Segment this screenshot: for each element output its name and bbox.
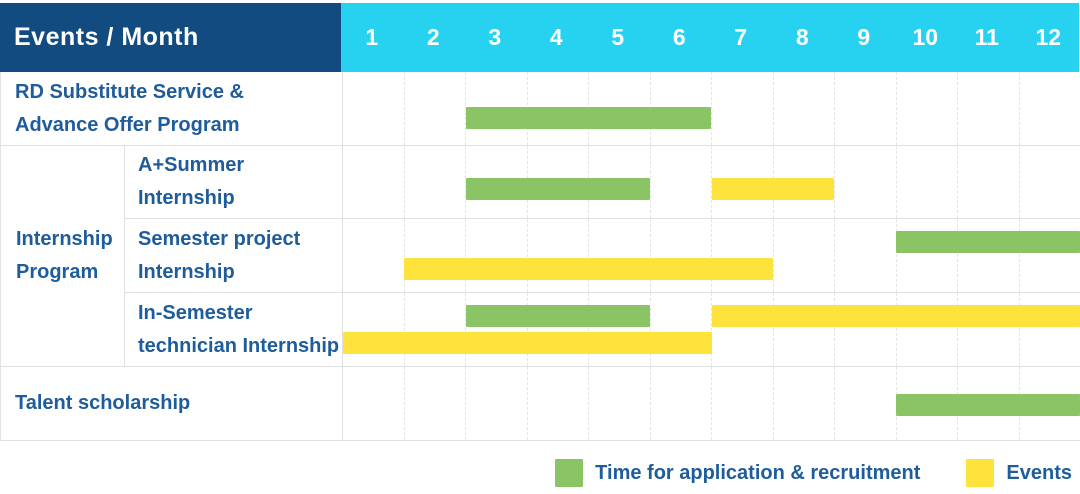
grid-cell xyxy=(772,367,835,440)
grid-cell xyxy=(403,146,466,218)
grid-cell xyxy=(649,293,712,366)
grid-cell xyxy=(772,293,835,366)
grid-cell xyxy=(343,293,404,366)
grid-cell xyxy=(711,146,773,218)
grid-cell xyxy=(711,293,773,366)
grid-cell xyxy=(957,146,1019,218)
grid-cell xyxy=(403,367,466,440)
gantt-bar-event xyxy=(711,305,1080,327)
month-header-6: 6 xyxy=(672,24,686,50)
row-label-talent-scholarship: Talent scholarship xyxy=(1,367,342,441)
grid-cell xyxy=(772,219,835,292)
grid-cell xyxy=(711,72,773,145)
events-color-swatch-icon xyxy=(966,459,995,487)
gantt-bar-application xyxy=(465,305,651,327)
grid-cell xyxy=(711,219,773,292)
row-label-semester-project: Semester project Internship xyxy=(125,219,342,293)
gantt-bar-application xyxy=(895,394,1080,416)
row-label-rd-substitute: RD Substitute Service & Advance Offer Pr… xyxy=(1,72,342,146)
month-header-2: 2 xyxy=(426,24,440,50)
month-header-11: 11 xyxy=(974,24,999,50)
grid-cell xyxy=(588,293,650,366)
grid-cell xyxy=(343,367,404,440)
grid-cell xyxy=(588,219,650,292)
month-header-12: 12 xyxy=(1035,24,1062,50)
month-header-row: 1 2 3 4 5 6 7 8 9 10 11 12 xyxy=(341,3,1079,72)
grid-cell xyxy=(403,219,466,292)
grid-cell xyxy=(343,72,404,145)
chart-row-talent-scholarship xyxy=(342,367,1080,441)
gantt-bar-event xyxy=(404,258,773,280)
grid-cell xyxy=(1018,293,1080,366)
table-body: RD Substitute Service & Advance Offer Pr… xyxy=(0,72,1080,441)
grid-cell xyxy=(403,72,466,145)
chart-row-semester-project xyxy=(342,219,1080,293)
grid-cell xyxy=(834,293,896,366)
month-header-3: 3 xyxy=(488,24,502,50)
grid-cell xyxy=(526,293,589,366)
month-header-10: 10 xyxy=(912,24,939,50)
grid-cell xyxy=(957,293,1019,366)
chart-row-rd-substitute xyxy=(342,72,1080,146)
month-header-9: 9 xyxy=(857,24,871,50)
grid-cell xyxy=(343,146,404,218)
gantt-bar-application xyxy=(465,107,712,129)
legend-label-application: Time for application & recruitment xyxy=(595,461,921,484)
grid-cell xyxy=(649,146,712,218)
header-corner-cell: Events / Month xyxy=(0,3,341,72)
grid-cell xyxy=(834,146,896,218)
grid-cell xyxy=(588,367,650,440)
grid-cell xyxy=(1018,146,1080,218)
gantt-bar-application xyxy=(895,231,1080,253)
row-label-a-plus-summer: A+Summer Internship xyxy=(125,146,342,219)
grid-cell xyxy=(465,72,527,145)
month-header-8: 8 xyxy=(795,24,809,50)
grid-cell xyxy=(895,72,958,145)
grid-cell xyxy=(711,367,773,440)
grid-cell xyxy=(895,293,958,366)
chart-row-in-semester-technician xyxy=(342,293,1080,367)
grid-cell xyxy=(649,219,712,292)
month-header-7: 7 xyxy=(734,24,748,50)
month-header-4: 4 xyxy=(549,24,563,50)
table-header-row: Events / Month 1 2 3 4 5 6 7 8 9 10 11 12 xyxy=(0,3,1079,72)
chart-row-a-plus-summer xyxy=(342,146,1080,219)
group-label-internship-program: Internship Program xyxy=(1,146,125,367)
legend-item-events: Events xyxy=(966,459,1072,487)
grid-cell xyxy=(895,219,958,292)
legend-label-events: Events xyxy=(1006,461,1072,484)
row-label-in-semester-technician: In-Semester technician Internship xyxy=(125,293,342,367)
grid-cell xyxy=(772,72,835,145)
grid-cell xyxy=(834,367,896,440)
grid-cell xyxy=(465,219,527,292)
legend: Time for application & recruitment Event… xyxy=(555,459,1072,487)
grid-cell xyxy=(649,367,712,440)
grid-cell xyxy=(526,367,589,440)
month-header-5: 5 xyxy=(611,24,625,50)
grid-cell xyxy=(957,219,1019,292)
gantt-bar-event xyxy=(343,332,712,354)
month-header-1: 1 xyxy=(365,24,379,50)
grid-cell xyxy=(403,293,466,366)
grid-cell xyxy=(465,146,527,218)
grid-cell xyxy=(1018,219,1080,292)
gantt-table: Events / Month 1 2 3 4 5 6 7 8 9 10 11 12 RD Substi… xyxy=(0,3,1080,441)
grid-cell xyxy=(1018,72,1080,145)
grid-cell xyxy=(465,367,527,440)
grid-cell xyxy=(526,219,589,292)
grid-cell xyxy=(957,72,1019,145)
grid-cell xyxy=(834,219,896,292)
grid-cell xyxy=(895,146,958,218)
gantt-bar-application xyxy=(465,178,651,200)
grid-cell xyxy=(343,219,404,292)
gantt-bar-event xyxy=(711,178,835,200)
application-color-swatch-icon xyxy=(555,459,584,487)
legend-item-application: Time for application & recruitment xyxy=(555,459,920,487)
grid-cell xyxy=(834,72,896,145)
grid-cell xyxy=(465,293,527,366)
